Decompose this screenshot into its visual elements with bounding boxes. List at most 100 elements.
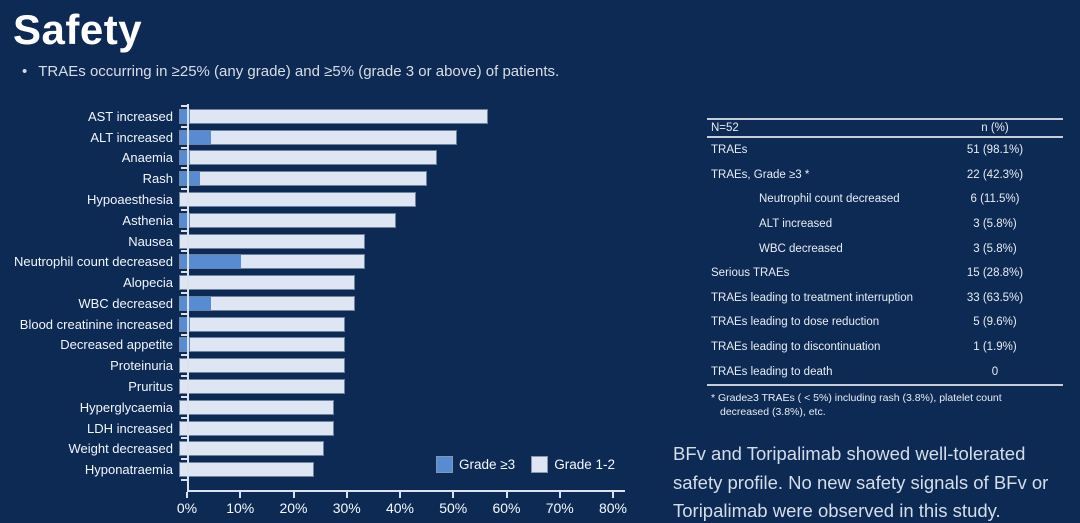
table-row-label: TRAEs [711, 144, 748, 157]
conclusion-line: Toripalimab were observed in this study. [673, 500, 1001, 521]
table-footnote: * Grade≥3 TRAEs ( < 5%) including rash (… [707, 386, 1063, 419]
x-axis-tick-label: 20% [279, 500, 308, 516]
conclusion-line: safety profile. No new safety signals of… [673, 471, 1049, 493]
table-row: TRAEs leading to death 0 [707, 359, 1063, 384]
table-row-value: 3 (5.8%) [973, 218, 1017, 231]
bar-track [180, 255, 613, 269]
legend-item: Grade 1-2 [532, 457, 615, 472]
bar-track [180, 338, 613, 352]
y-axis-tick [181, 312, 189, 315]
table-row-value: 33 (63.5%) [966, 291, 1024, 304]
bar-row: Nausea [0, 231, 613, 252]
bar-row: ALT increased [0, 127, 613, 148]
category-label: WBC decreased [78, 295, 173, 311]
stacked-bar [180, 442, 324, 456]
bullet-text: TRAEs occurring in ≥25% (any grade) and … [38, 63, 560, 80]
table-row-value: 5 (9.6%) [973, 316, 1017, 329]
bar-row: Proteinuria [0, 355, 613, 376]
bar-segment-grade12 [210, 130, 457, 144]
table-row: TRAEs leading to discontinuation 1 (1.9%) [707, 335, 1063, 360]
table-row: ALT increased 3 (5.8%) [707, 212, 1063, 237]
table-body: TRAEs 51 (98.1%) TRAEs, Grade ≥3 * 22 (42.3… [707, 138, 1063, 384]
bar-row: AST increased [0, 106, 613, 127]
bar-segment-grade12 [180, 442, 324, 456]
x-axis-tick [292, 492, 295, 498]
bar-segment-grade12 [180, 276, 355, 290]
bar-row: Decreased appetite [0, 335, 613, 356]
bar-segment-grade12 [210, 296, 355, 310]
stacked-bar [180, 421, 334, 435]
x-axis-tick-label: 50% [439, 500, 468, 516]
bar-row: Neutrophil count decreased [0, 251, 613, 272]
bar-track [180, 151, 613, 165]
bar-segment-grade12 [190, 109, 488, 123]
chart-legend: Grade ≥3 Grade 1-2 [437, 457, 615, 472]
stacked-bar [180, 109, 488, 123]
bar-track [180, 463, 613, 477]
bar-segment-grade12 [180, 193, 416, 207]
category-label: Decreased appetite [60, 337, 173, 353]
y-axis-tick [181, 292, 189, 294]
table-row-label: TRAEs leading to dose reduction [711, 316, 880, 329]
bar-segment-grade12 [190, 317, 344, 331]
bar-track [180, 359, 613, 373]
x-axis-tick [452, 492, 455, 498]
y-axis-tick [181, 167, 189, 170]
stacked-bar [180, 317, 344, 331]
category-label: LDH increased [87, 420, 173, 436]
bar-segment-grade12 [180, 463, 314, 477]
bar-segment-grade12 [180, 359, 344, 373]
traes-bar-chart: AST increased ALT increased Anaemia Rash Hyp… [0, 103, 660, 523]
y-axis-tick [181, 395, 189, 398]
table-row-label: TRAEs leading to discontinuation [711, 341, 881, 354]
bar-rows-container: AST increased ALT increased Anaemia Rash Hyp… [0, 106, 613, 480]
category-label: Neutrophil count decreased [14, 254, 173, 270]
bar-row: Weight decreased [0, 439, 613, 460]
bar-segment-grade3plus [180, 213, 191, 227]
category-label: Alopecia [123, 275, 173, 291]
bar-segment-grade12 [180, 421, 334, 435]
table-row-label: Serious TRAEs [711, 267, 790, 280]
category-label: Hypoaesthesia [87, 192, 173, 208]
stacked-bar [180, 193, 416, 207]
table-row: TRAEs, Grade ≥3 * 22 (42.3%) [707, 163, 1063, 188]
bar-row: LDH increased [0, 418, 613, 439]
bar-segment-grade3plus [180, 130, 211, 144]
category-label: Asthenia [122, 212, 173, 228]
table-row-label: Neutrophil count decreased [759, 193, 900, 206]
table-header-npct: n (%) [981, 122, 1009, 134]
table-row-value: 6 (11.5%) [970, 193, 1020, 206]
legend-swatch [437, 457, 452, 472]
legend-label: Grade ≥3 [459, 457, 516, 472]
footnote-line: * Grade≥3 TRAEs ( < 5%) including rash (… [711, 391, 1002, 404]
y-axis-line [187, 104, 189, 492]
y-axis-tick [181, 333, 189, 336]
table-row-value: 1 (1.9%) [973, 341, 1017, 354]
x-axis-tick-label: 10% [226, 500, 255, 516]
y-axis-tick [181, 146, 189, 149]
x-axis-tick [399, 492, 401, 498]
x-axis-tick [505, 492, 508, 498]
stacked-bar [180, 213, 396, 227]
table-row: Serious TRAEs 15 (28.8%) [707, 261, 1063, 286]
category-label: AST increased [87, 108, 173, 124]
bar-row: Alopecia [0, 272, 613, 293]
y-axis-tick [181, 458, 189, 461]
y-axis-tick [181, 125, 189, 128]
y-axis-tick [181, 375, 189, 378]
table-row-label: TRAEs, Grade ≥3 * [711, 168, 810, 181]
table-header-n: N=52 [711, 122, 739, 134]
bar-row: Blood creatinine increased [0, 314, 613, 335]
x-axis-tick-label: 30% [332, 500, 361, 516]
bar-row: Hypoaesthesia [0, 189, 613, 210]
y-axis-tick [181, 271, 189, 274]
table-row: Neutrophil count decreased 6 (11.5%) [707, 187, 1063, 212]
stacked-bar [180, 276, 355, 290]
bar-track [180, 276, 613, 290]
bar-segment-grade3plus [180, 172, 201, 186]
category-label: Hyperglycaemia [79, 399, 173, 415]
bar-segment-grade3plus [180, 255, 242, 269]
conclusion-line: BFv and Toripalimab showed well-tolerate… [673, 443, 1026, 464]
table-row-value: 3 (5.8%) [973, 242, 1017, 255]
y-axis-tick [181, 354, 189, 357]
